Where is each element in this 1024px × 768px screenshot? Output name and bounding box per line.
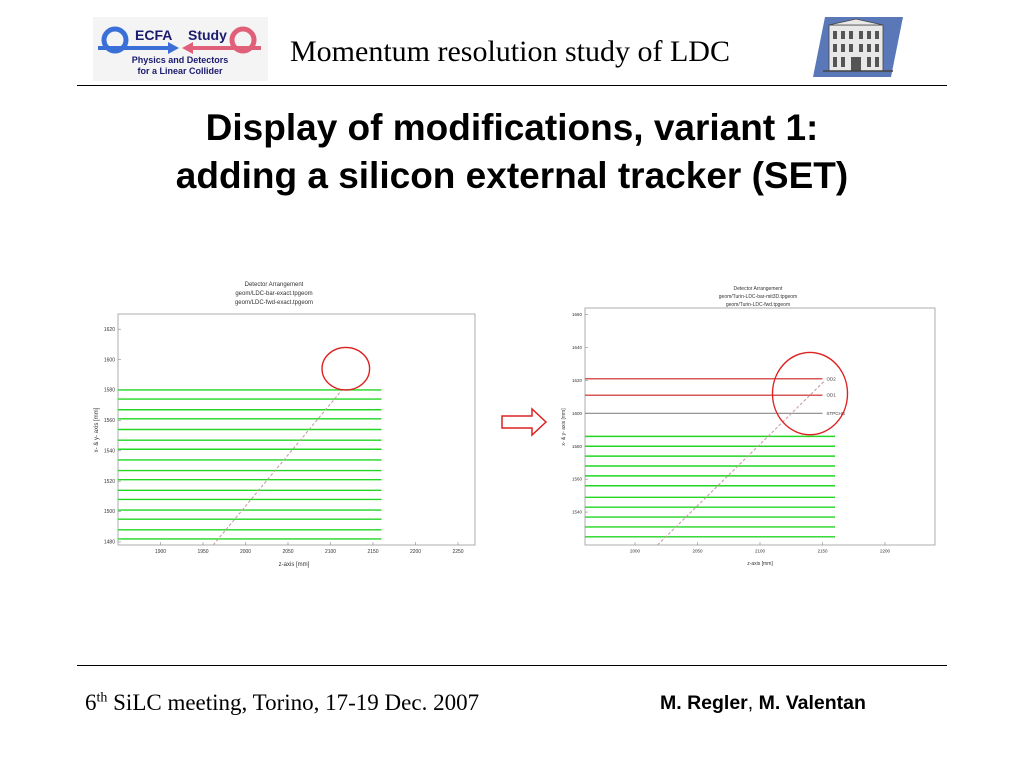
plot-title: Detector Arrangement [245,282,304,288]
plot-frame [584,307,936,546]
layer-label: OD1 [827,393,837,398]
plot-subtitle-1: geom/LDC-bar-exact.tpgeom [235,291,312,297]
y-tick-label: 1600 [104,357,115,363]
particle-track [657,380,826,546]
y-tick-label: 1580 [572,444,583,449]
x-axis-label: z-axis [mm] [747,561,773,567]
detector-plot-right: Detector Arrangement geom/Turin-LDC-bar-… [561,286,936,567]
y-tick-label: 1580 [104,388,115,394]
meeting-text: SiLC meeting, Torino, 17-19 Dec. 2007 [107,690,480,715]
header-title: Momentum resolution study of LDC [290,35,730,68]
y-tick-label: 1560 [572,477,583,482]
building-icon [813,17,903,77]
y-tick-label: 1660 [572,312,583,317]
logo-line2: for a Linear Collider [137,66,223,76]
detector-plot-left: Detector Arrangement geom/LDC-bar-exact.… [94,282,476,568]
x-tick-label: 2050 [692,549,703,554]
x-tick-label: 2050 [282,549,293,555]
plot-title: Detector Arrangement [734,286,784,292]
highlight-ellipse [771,351,849,436]
layer-label: OD2 [827,376,837,381]
x-axis-label: z-axis [mm] [279,562,310,568]
particle-track [212,388,344,546]
meeting-number-suffix: th [96,690,108,706]
ecfa-study-logo: ECFA Study Physics and Detectors for a L… [93,17,268,81]
logo-brand: ECFA [135,27,172,43]
x-tick-label: 2150 [367,549,378,555]
plot-subtitle-2: geom/Turin-LDC-fwd.tpgeom [726,302,790,308]
x-tick-label: 1950 [197,549,208,555]
y-tick-label: 1560 [104,418,115,424]
y-tick-label: 1520 [104,479,115,485]
y-tick-label: 1640 [572,345,583,350]
slide-title: Display of modifications, variant 1: add… [40,104,984,200]
x-tick-label: 1900 [155,549,166,555]
slide-title-line2: adding a silicon external tracker (SET) [175,155,849,196]
footer-authors: M. Regler, M. Valentan [660,692,866,715]
x-tick-label: 2100 [755,549,766,554]
plot-subtitle-1: geom/Turin-LDC-bar-mit3D.tpgeom [719,294,797,300]
highlight-ellipse [321,346,371,391]
y-axis-label: x- & y- axis [mm] [94,407,100,452]
plot-subtitle-2: geom/LDC-fwd-exact.tpgeom [235,300,313,306]
y-tick-label: 1600 [572,411,583,416]
footer-meeting: 6th SiLC meeting, Torino, 17-19 Dec. 200… [85,690,479,716]
y-tick-label: 1620 [104,327,115,333]
x-tick-label: 2250 [452,549,463,555]
author-1: M. Regler [660,692,748,714]
y-tick-label: 1480 [104,540,115,546]
author-separator: , [747,692,759,714]
x-tick-label: 2000 [240,549,251,555]
footer-divider [77,665,947,666]
x-tick-label: 2100 [325,549,336,555]
x-tick-label: 2150 [817,549,828,554]
y-tick-label: 1540 [572,510,583,515]
logo-line1: Physics and Detectors [132,55,229,65]
x-tick-label: 2200 [880,549,891,554]
y-tick-label: 1620 [572,378,583,383]
header-divider [77,85,947,86]
right-arrow-icon [501,407,548,437]
meeting-number: 6 [85,690,97,715]
y-axis-label: x- & y- axis [mm] [561,408,567,446]
layer-label: XTPCHG [827,411,846,416]
x-tick-label: 2200 [410,549,421,555]
logo-study: Study [188,27,227,43]
y-tick-label: 1500 [104,509,115,515]
author-2: M. Valentan [758,692,866,714]
y-tick-label: 1540 [104,448,115,454]
slide-title-line1: Display of modifications, variant 1: [205,107,819,148]
x-tick-label: 2000 [630,549,641,554]
